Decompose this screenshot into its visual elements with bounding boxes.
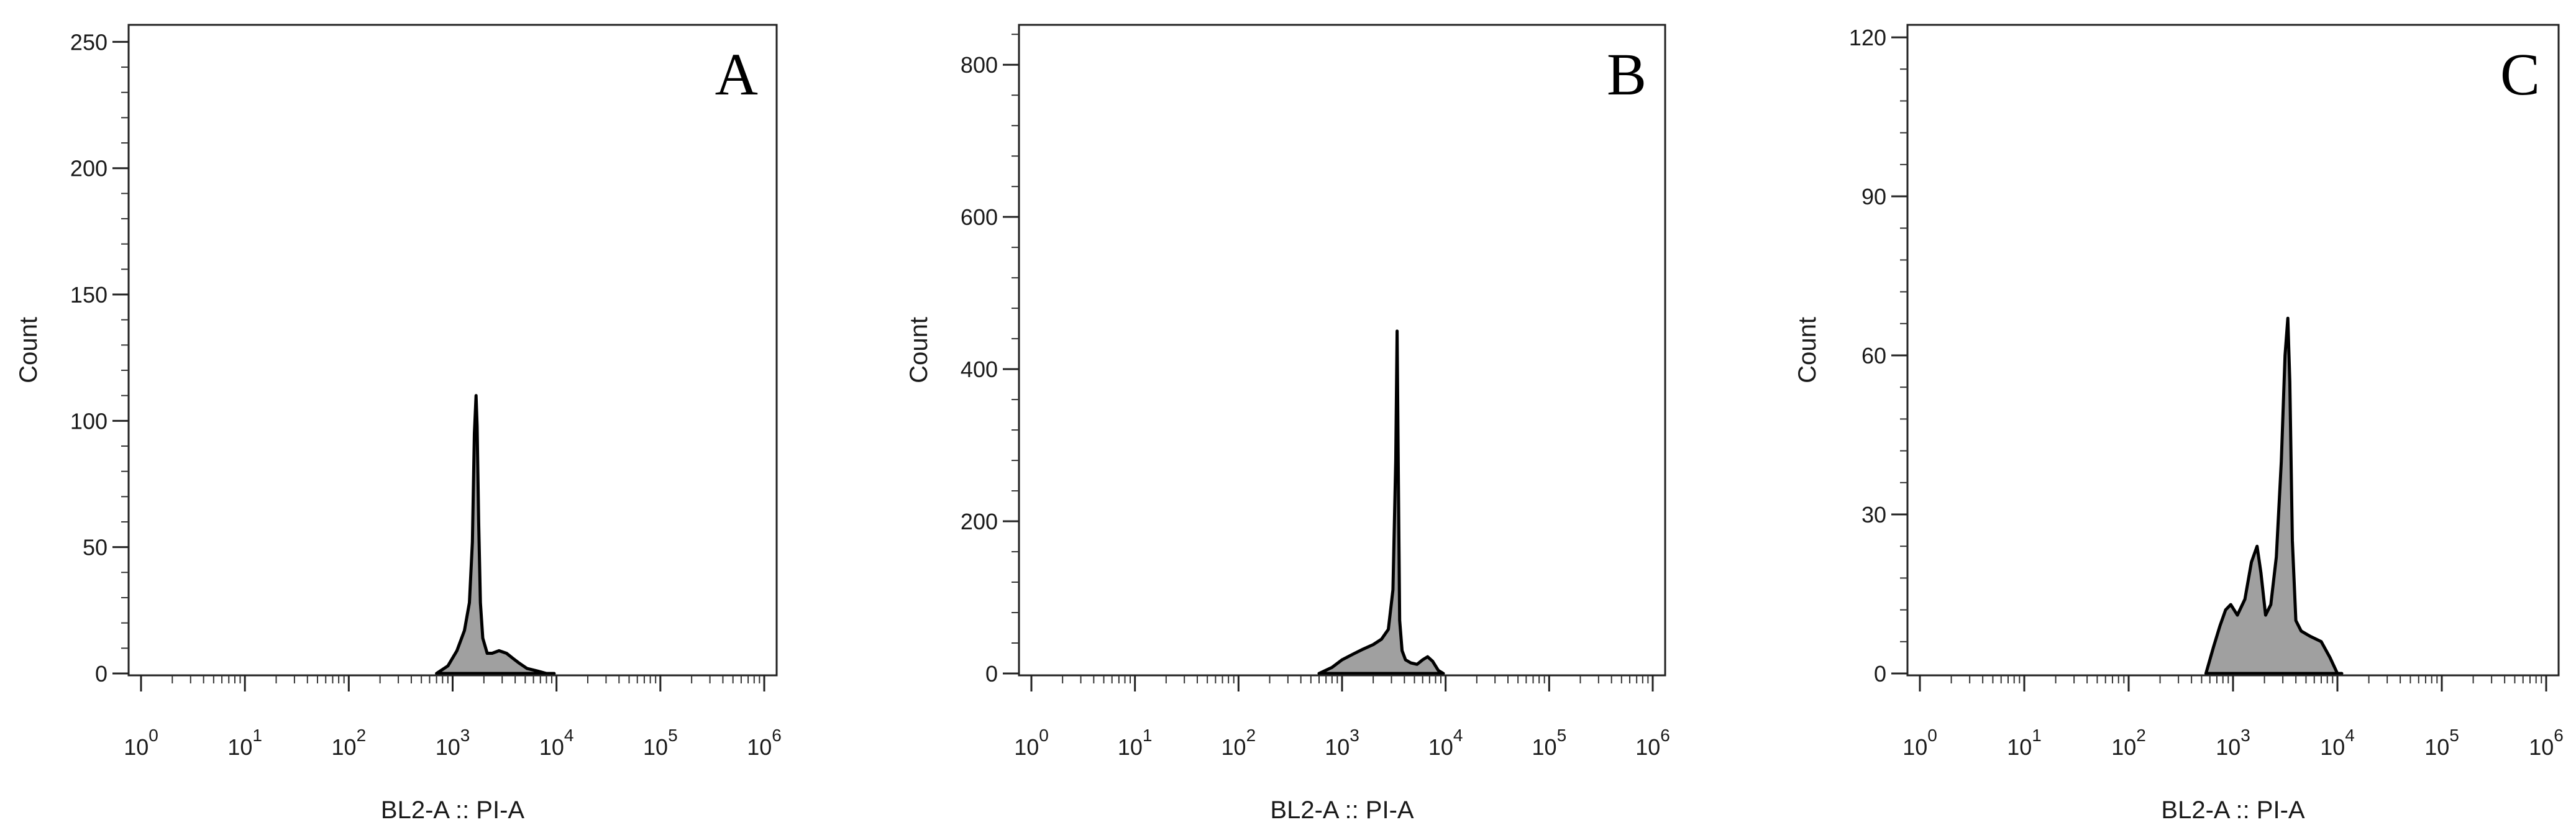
y-tick-label: 0: [95, 661, 107, 687]
histogram-series: [2204, 316, 2344, 675]
y-axis-label: Count: [1794, 317, 1821, 383]
x-axis-label: BL2-A :: PI-A: [1270, 796, 1414, 824]
panel-label: B: [1607, 41, 1647, 107]
y-tick-label: 0: [985, 661, 998, 687]
y-tick-label: 400: [961, 357, 998, 382]
x-tick-label: 106: [747, 726, 782, 760]
x-tick-label: 100: [1902, 726, 1937, 760]
x-tick-label: 102: [1222, 726, 1256, 760]
y-tick-label: 800: [961, 52, 998, 78]
histogram-panel-a: 0 50 100 150 200 250 100 101 102 103 104 105 106 BL2-…: [15, 24, 782, 824]
y-tick-label: 120: [1849, 25, 1886, 50]
y-tick-label: 30: [1861, 502, 1886, 527]
x-tick-label: 104: [539, 726, 574, 760]
histogram-panel-b: 0 200 400 600 800 100 101 102 103 104 105 106 BL2-A …: [905, 24, 1670, 824]
x-tick-label: 100: [1014, 726, 1049, 760]
histogram-series: [435, 394, 556, 675]
x-tick-label: 106: [2529, 726, 2564, 760]
x-tick-label: 105: [1532, 726, 1567, 760]
y-tick-label: 150: [70, 282, 107, 308]
x-tick-label: 104: [1428, 726, 1463, 760]
x-tick-label: 106: [1635, 726, 1670, 760]
x-tick-label: 103: [436, 726, 470, 760]
y-tick-label: 250: [70, 29, 107, 55]
y-tick-label: 60: [1861, 343, 1886, 368]
x-tick-label: 104: [2320, 726, 2355, 760]
y-tick-label: 200: [961, 509, 998, 534]
x-axis-label: BL2-A :: PI-A: [2161, 796, 2305, 824]
y-axis-label: Count: [15, 317, 42, 383]
x-tick-label: 105: [2424, 726, 2459, 760]
y-axis-label: Count: [905, 317, 933, 383]
y-tick-label: 0: [1874, 661, 1886, 687]
panel-label: A: [715, 41, 758, 107]
x-tick-label: 103: [2216, 726, 2250, 760]
y-tick-label: 90: [1861, 184, 1886, 209]
x-tick-label: 101: [227, 726, 262, 760]
y-tick-label: 600: [961, 204, 998, 230]
x-tick-label: 105: [643, 726, 678, 760]
x-tick-label: 103: [1325, 726, 1359, 760]
y-tick-label: 200: [70, 156, 107, 181]
y-tick-label: 100: [70, 408, 107, 434]
x-tick-label: 101: [1118, 726, 1153, 760]
y-tick-label: 50: [83, 535, 107, 560]
histogram-series: [1317, 329, 1445, 675]
x-tick-label: 102: [332, 726, 367, 760]
x-tick-label: 101: [2007, 726, 2042, 760]
x-tick-label: 102: [2111, 726, 2146, 760]
x-tick-label: 100: [124, 726, 158, 760]
x-axis-label: BL2-A :: PI-A: [381, 796, 525, 824]
panel-label: C: [2500, 41, 2540, 107]
